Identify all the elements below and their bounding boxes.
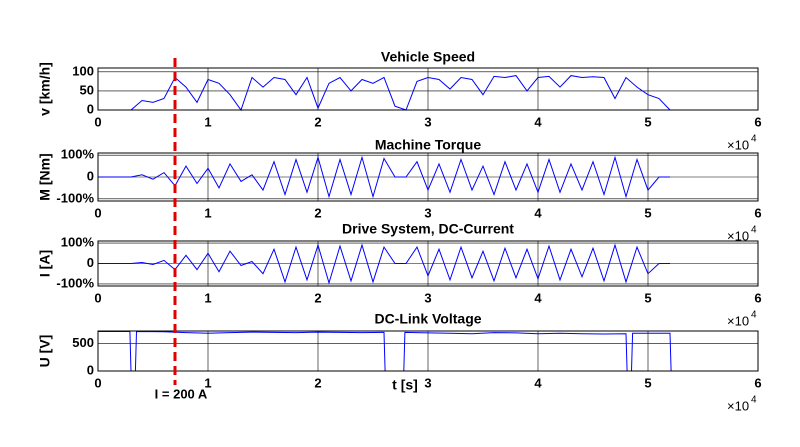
x-multiplier: ×10 (727, 228, 749, 243)
x-tick-label: 0 (94, 114, 101, 129)
x-exponent: 4 (751, 134, 757, 145)
axes-frame (97, 240, 759, 287)
chart-title: Drive System, DC-Current (342, 221, 514, 237)
x-tick-label: 5 (644, 114, 651, 129)
x-tick-label: 3 (424, 114, 431, 129)
y-tick-label: 100 (72, 63, 94, 78)
y-tick-label: 0 (87, 101, 94, 116)
x-tick-label: 1 (204, 205, 211, 220)
x-tick-label: 2 (314, 205, 321, 220)
y-tick-label: 100% (61, 234, 95, 249)
y-axis-label: U [V] (37, 335, 53, 368)
x-tick-label: 4 (534, 375, 542, 390)
x-tick-label: 2 (314, 375, 321, 390)
data-line (98, 75, 671, 112)
x-tick-label: 1 (204, 114, 211, 129)
x-tick-label: 2 (314, 290, 321, 305)
x-multiplier: ×10 (727, 313, 749, 328)
x-tick-label: 4 (534, 114, 542, 129)
y-axis-label: I [A] (37, 250, 53, 277)
x-tick-label: 2 (314, 114, 321, 129)
axes-frame (97, 330, 759, 372)
data-line (98, 243, 670, 285)
x-tick-label: 4 (534, 205, 542, 220)
axes-frame (97, 152, 759, 202)
x-tick-label: 5 (644, 205, 651, 220)
x-exponent: 4 (751, 225, 757, 236)
x-tick-label: 4 (534, 290, 542, 305)
x-exponent: 4 (751, 310, 757, 321)
chart-title: Machine Torque (375, 137, 482, 153)
chart-title: DC-Link Voltage (374, 311, 481, 327)
chart-title: Vehicle Speed (381, 49, 475, 65)
marker-label: I = 200 A (155, 386, 208, 401)
y-tick-label: 0 (87, 362, 94, 377)
y-tick-label: 0 (87, 255, 94, 270)
x-exponent: 4 (751, 395, 757, 406)
y-tick-label: 0 (87, 168, 94, 183)
x-axis-label: t [s] (392, 377, 418, 393)
x-tick-label: 6 (754, 290, 761, 305)
x-tick-label: 0 (94, 375, 101, 390)
x-tick-label: 3 (424, 205, 431, 220)
data-line (98, 155, 670, 199)
y-tick-label: 500 (72, 335, 94, 350)
x-tick-label: 6 (754, 114, 761, 129)
x-tick-label: 6 (754, 205, 761, 220)
x-tick-label: 0 (94, 290, 101, 305)
axes-frame (97, 67, 759, 111)
x-multiplier: ×10 (727, 398, 749, 413)
y-axis-label: M [Nm] (37, 153, 53, 200)
x-tick-label: 1 (204, 290, 211, 305)
y-tick-label: -100% (56, 275, 94, 290)
x-tick-label: 6 (754, 375, 761, 390)
x-multiplier: ×10 (727, 137, 749, 152)
x-tick-label: 1 (204, 375, 211, 390)
x-tick-label: 3 (424, 290, 431, 305)
x-tick-label: 3 (424, 375, 431, 390)
y-tick-label: 50 (80, 82, 94, 97)
x-tick-label: 5 (644, 375, 651, 390)
y-tick-label: 100% (61, 147, 95, 162)
x-tick-label: 5 (644, 290, 651, 305)
x-tick-label: 0 (94, 205, 101, 220)
y-axis-label: v [km/h] (37, 62, 53, 116)
y-tick-label: -100% (56, 190, 94, 205)
